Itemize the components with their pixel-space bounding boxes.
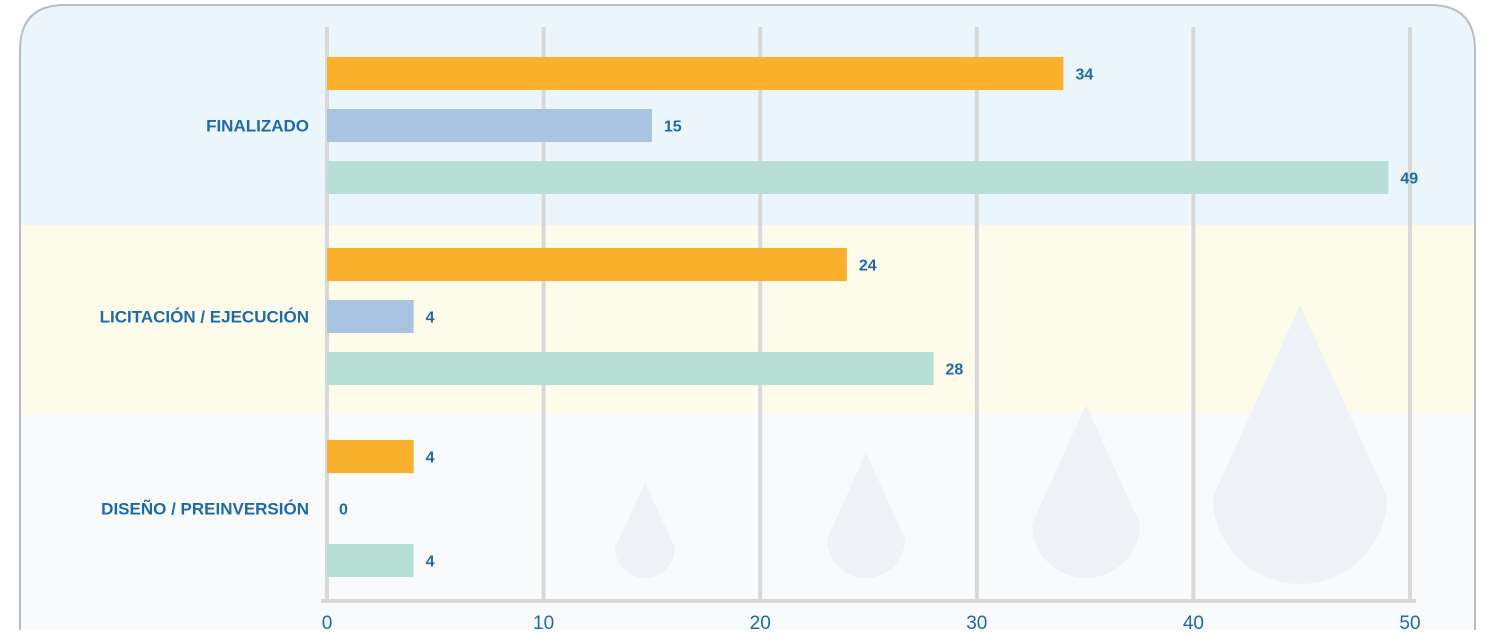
x-axis: 0 10 20 30 40 50 [321, 599, 1421, 634]
bar [327, 544, 414, 577]
bar [327, 109, 652, 142]
data-label: 24 [859, 258, 877, 275]
water-drop-2 [827, 453, 905, 578]
water-drop-1 [615, 483, 675, 578]
data-label: 4 [426, 554, 435, 571]
x-tick-label: 50 [1399, 613, 1420, 630]
bars [327, 57, 1389, 577]
bar [327, 300, 414, 333]
data-label: 34 [1075, 67, 1093, 84]
chart-frame [19, 4, 1476, 630]
data-label: 4 [426, 310, 435, 327]
data-label: 0 [339, 502, 348, 519]
bar [327, 248, 847, 281]
x-tick-label: 10 [533, 613, 554, 630]
x-tick-label: 0 [322, 613, 333, 630]
category-label: DISEÑO / PREINVERSIÓN [101, 499, 309, 519]
category-label: LICITACIÓN / EJECUCIÓN [100, 308, 309, 327]
water-drops-decoration [615, 305, 1387, 584]
x-tick-label: 30 [966, 613, 987, 630]
x-tick-label: 40 [1183, 613, 1204, 630]
data-label: 49 [1400, 171, 1418, 188]
category-labels: FINALIZADO LICITACIÓN / EJECUCIÓN DISEÑO /… [100, 117, 309, 519]
data-label: 4 [426, 450, 435, 467]
bar [327, 352, 934, 385]
water-drop-4 [1213, 305, 1387, 584]
x-tick-label: 20 [750, 613, 771, 630]
category-label: FINALIZADO [206, 117, 309, 136]
bar [327, 440, 414, 473]
data-label: 28 [945, 362, 963, 379]
data-label: 15 [664, 119, 682, 136]
water-drop-3 [1032, 405, 1140, 578]
value-labels: 34 15 49 24 4 28 4 0 4 [339, 67, 1418, 571]
bar [327, 57, 1064, 90]
bar [327, 161, 1389, 194]
